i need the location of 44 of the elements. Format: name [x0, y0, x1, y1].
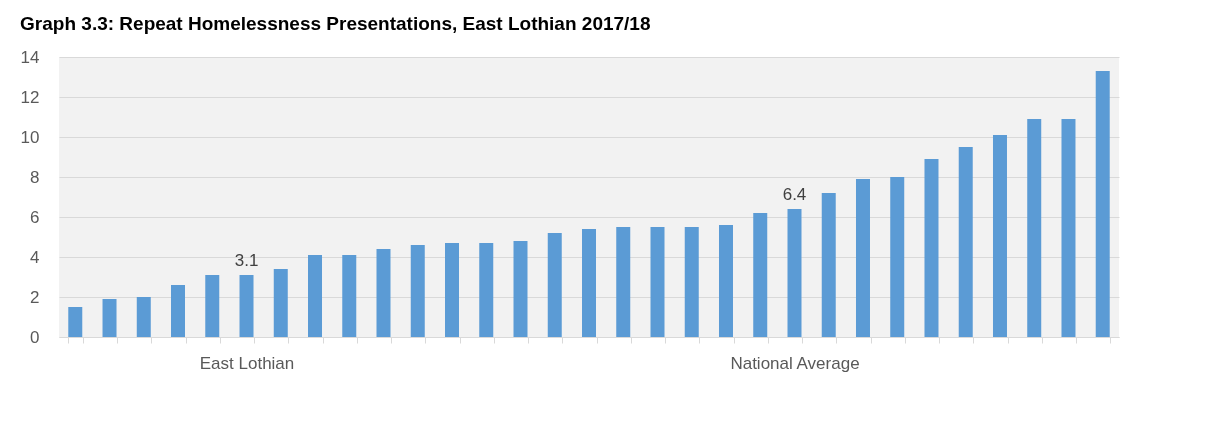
bar: [239, 275, 254, 337]
bar: [753, 213, 768, 337]
bar: [719, 225, 733, 337]
bar: [924, 159, 939, 337]
bar: [1061, 119, 1076, 337]
y-tick-label: 0: [30, 327, 40, 347]
bar: [616, 227, 631, 337]
bar: [102, 299, 117, 337]
bar: [821, 193, 836, 337]
bar: [171, 285, 186, 337]
bar: [205, 275, 220, 337]
bar: [445, 243, 459, 337]
x-tick-label: National Average: [730, 353, 860, 373]
bar: [855, 179, 870, 337]
bar: [890, 177, 905, 337]
bar: [1027, 119, 1042, 337]
bar: [513, 241, 528, 337]
y-tick-label: 8: [30, 167, 40, 187]
y-tick-label: 6: [30, 207, 40, 227]
y-tick-label: 10: [20, 127, 40, 147]
y-tick-label: 2: [30, 287, 40, 307]
data-label: 6.4: [782, 185, 807, 204]
bar: [650, 227, 665, 337]
bar: [479, 243, 494, 337]
y-tick-label: 4: [30, 247, 40, 267]
bar: [68, 307, 83, 337]
bar: [992, 135, 1007, 337]
data-label: 3.1: [234, 251, 259, 270]
bar: [787, 209, 802, 337]
bar: [547, 233, 562, 337]
x-tick-label: East Lothian: [199, 353, 295, 373]
bar: [376, 249, 391, 337]
bar: [308, 255, 323, 337]
bar: [342, 255, 357, 337]
y-tick-label: 12: [20, 87, 40, 107]
bar: [958, 147, 973, 337]
bar: [684, 227, 699, 337]
bar: [1095, 71, 1110, 337]
bar: [410, 245, 425, 337]
chart-title: Graph 3.3: Repeat Homelessness Presentations, East Lothian 2017/18: [20, 13, 651, 34]
bar: [582, 229, 596, 337]
bar: [136, 297, 151, 337]
bar: [273, 269, 288, 337]
y-tick-label: 14: [20, 47, 40, 67]
